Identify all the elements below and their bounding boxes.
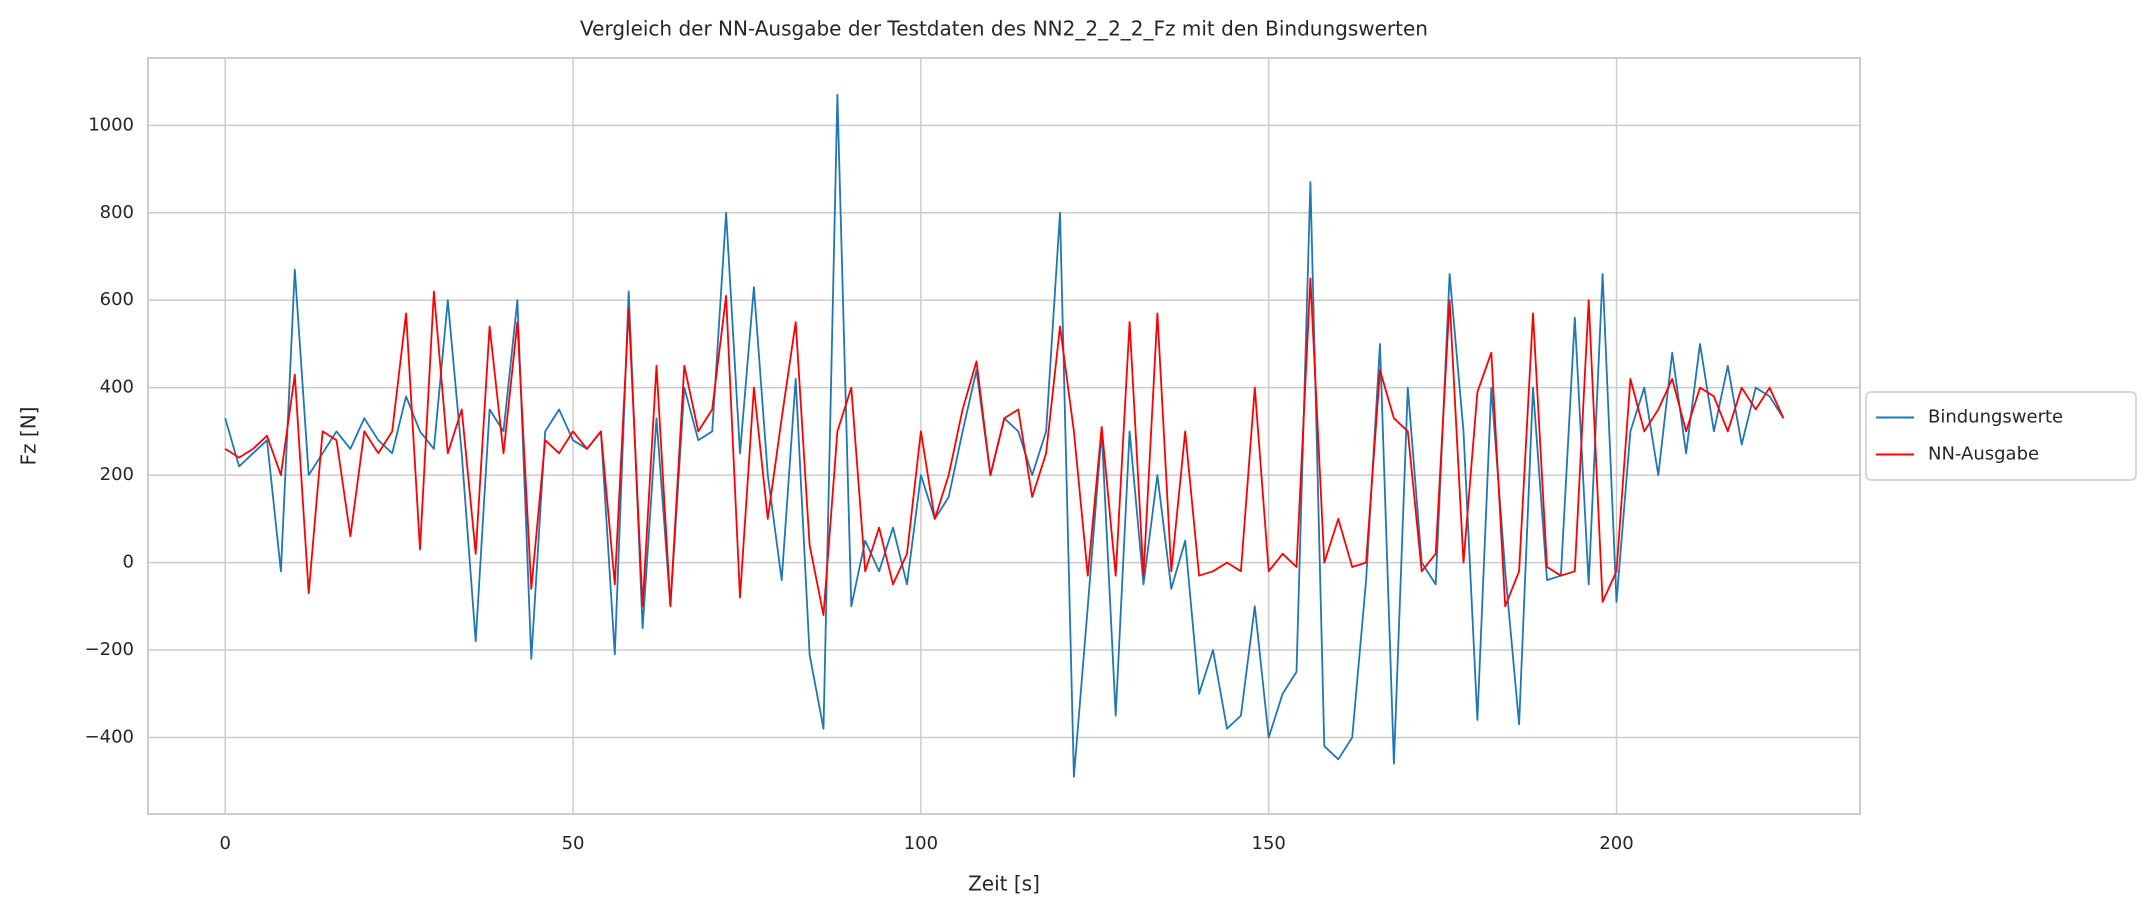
y-tick-label: 200 xyxy=(100,464,134,485)
series-line xyxy=(224,93,1785,778)
plot-frame xyxy=(147,57,1861,815)
x-tick-label: 100 xyxy=(904,833,938,854)
legend-box xyxy=(1865,391,2137,481)
y-tick-label: 400 xyxy=(100,377,134,398)
chart-title: Vergleich der NN-Ausgabe der Testdaten d… xyxy=(580,17,1428,41)
y-tick-label: −200 xyxy=(85,639,134,660)
y-tick-label: −400 xyxy=(85,726,134,747)
y-tick-label: 800 xyxy=(100,202,134,223)
legend-label: NN-Ausgabe xyxy=(1928,444,2039,465)
x-tick-label: 150 xyxy=(1252,833,1286,854)
series-line xyxy=(224,277,1785,616)
x-axis-label: Zeit [s] xyxy=(968,872,1040,896)
y-tick-label: 1000 xyxy=(88,114,134,135)
y-tick-label: 600 xyxy=(100,289,134,310)
x-tick-label: 200 xyxy=(1599,833,1633,854)
x-tick-label: 0 xyxy=(219,833,230,854)
x-tick-label: 50 xyxy=(562,833,585,854)
y-axis-label: Fz [N] xyxy=(17,407,41,466)
legend-label: Bindungswerte xyxy=(1928,407,2063,428)
y-tick-label: 0 xyxy=(123,552,134,573)
